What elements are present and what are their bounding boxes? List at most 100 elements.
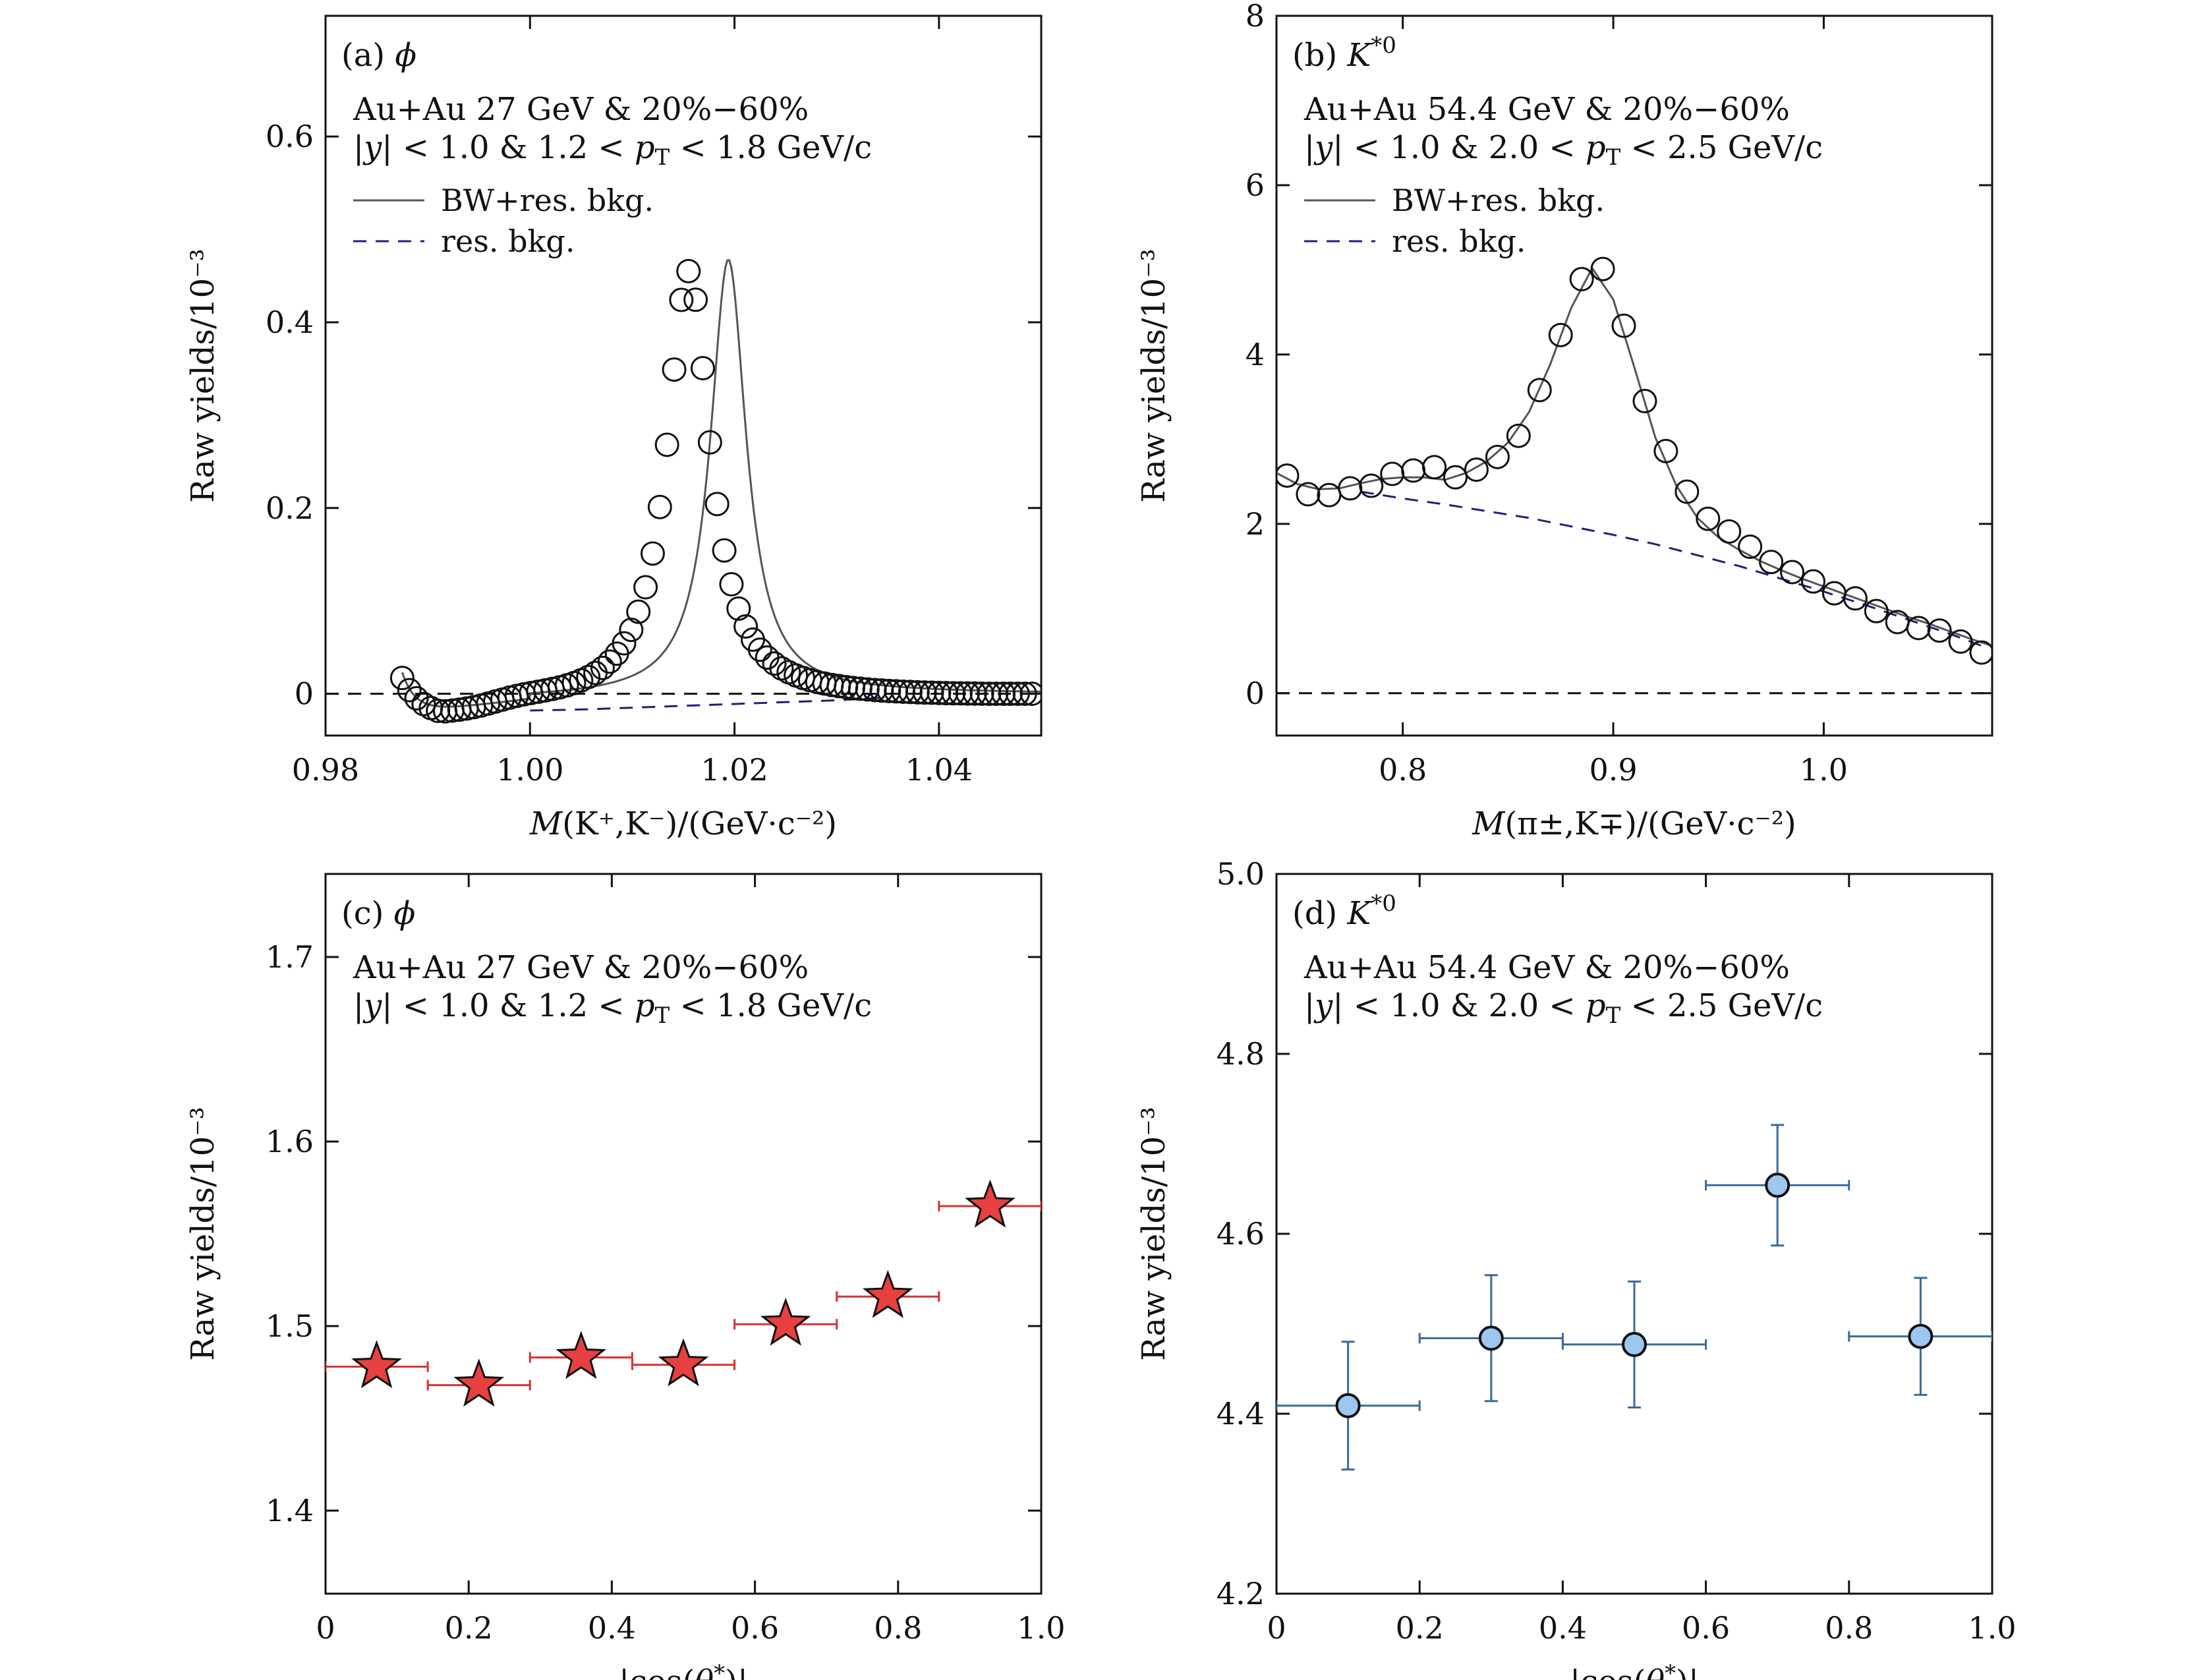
data-point [597, 649, 622, 674]
x-tick-label: 0.8 [1825, 1610, 1873, 1646]
legend-label: res. bkg. [1392, 223, 1526, 259]
y-tick-label: 4.8 [1217, 1036, 1265, 1072]
data-point [697, 430, 722, 455]
data-point [1717, 519, 1742, 544]
y-tick-label: 4.4 [1217, 1396, 1265, 1432]
data-point [590, 655, 615, 680]
data-point [719, 571, 744, 596]
data-point [733, 614, 759, 639]
plot-area [1276, 1124, 1992, 1471]
data-point [1948, 629, 1973, 654]
data-point [1296, 482, 1321, 507]
plot-area [326, 258, 1041, 724]
x-axis-title: |cos(θ*)| [1570, 1660, 1699, 1680]
annotation-line-2: |y| < 1.0 & 1.2 < pT < 1.8 GeV/c [353, 129, 872, 171]
x-tick-label: 1.0 [1968, 1610, 2016, 1646]
data-point [1478, 1325, 1504, 1351]
x-tick-label: 0.8 [1379, 752, 1427, 788]
data-point [690, 356, 715, 381]
data-point-star [351, 1340, 402, 1389]
data-point [583, 660, 608, 685]
data-point [404, 685, 429, 710]
x-tick-label: 0.8 [874, 1610, 922, 1646]
data-point [1443, 465, 1468, 490]
data-point [712, 538, 737, 563]
y-tick-label: 5.0 [1217, 856, 1265, 892]
data-point [1380, 461, 1405, 486]
data-point [662, 357, 687, 382]
fit-curve [401, 259, 1041, 708]
y-tick-label: 0.4 [266, 304, 314, 340]
x-tick-label: 0 [1267, 1610, 1286, 1646]
y-tick-label: 4 [1246, 337, 1265, 372]
annotation-line-1: Au+Au 27 GeV & 20%−60% [353, 91, 809, 128]
data-point [1611, 313, 1636, 338]
plot-area [326, 1179, 1041, 1407]
data-point [1317, 482, 1342, 507]
x-tick-label: 0 [316, 1610, 335, 1646]
panel-a: 0.98 1.00 1.02 1.04 0 0.2 0.4 0.6 M(K⁺,K⁻)/(GeV·… [185, 14, 1043, 842]
data-point [1801, 569, 1825, 594]
data-point [1464, 457, 1489, 482]
annotation-line-2: |y| < 1.0 & 2.0 < pT < 2.5 GeV/c [1304, 129, 1823, 171]
y-tick-label: 0.6 [266, 119, 314, 154]
panel-label: (c) ϕ [341, 895, 415, 932]
data-point [389, 666, 415, 691]
y-tick-label: 4.6 [1217, 1216, 1265, 1252]
data-point [1765, 1173, 1790, 1198]
x-tick-label: 1.04 [905, 752, 973, 788]
data-point [1335, 1393, 1361, 1418]
annotation-line-2: |y| < 1.0 & 1.2 < pT < 1.8 GeV/c [353, 987, 872, 1029]
y-axis-title: Raw yields/10⁻³ [1135, 1107, 1172, 1361]
data-point [1590, 256, 1615, 281]
data-point [1843, 586, 1868, 611]
data-point [1759, 550, 1784, 575]
data-point-star [965, 1179, 1016, 1228]
data-point [1422, 455, 1447, 480]
data-point-star [760, 1297, 811, 1346]
legend-label: res. bkg. [441, 223, 575, 259]
y-tick-label: 6 [1246, 167, 1265, 203]
data-point [397, 678, 422, 703]
fit-curve [1276, 266, 1992, 647]
data-point [633, 575, 658, 600]
data-point [1696, 506, 1721, 531]
data-point [654, 432, 679, 457]
panel-label: (d) K*0 [1292, 890, 1396, 932]
plot-area [1276, 256, 1992, 695]
data-point [1401, 458, 1426, 483]
panel-label: (a) ϕ [341, 37, 416, 74]
x-tick-label: 1.02 [701, 752, 768, 788]
data-point [1632, 389, 1657, 414]
annotation-line-2: |y| < 1.0 & 2.0 < pT < 2.5 GeV/c [1304, 987, 1823, 1029]
data-point [1780, 560, 1805, 585]
x-axis-title: M(K⁺,K⁻)/(GeV·c⁻²) [529, 805, 837, 842]
data-point [640, 541, 665, 566]
panel-d: 0 0.2 0.4 0.6 0.8 1.0 4.2 4.4 4.6 4.8 5.0 |cos(θ*)|… [1135, 856, 2017, 1680]
data-point [1622, 1331, 1647, 1357]
data-point [1019, 681, 1041, 707]
data-point [576, 664, 601, 689]
y-tick-label: 0 [295, 676, 314, 712]
panel-b: 0.8 0.9 1.0 0 2 4 6 8 M(π±,K∓)/(GeV·c⁻²) Raw yiel… [1135, 0, 1993, 842]
data-point [669, 287, 694, 312]
data-point [647, 494, 672, 519]
legend-label: BW+res. bkg. [1392, 183, 1605, 218]
x-tick-label: 1.00 [496, 752, 563, 788]
plot-frame [324, 873, 1043, 1595]
data-point [747, 637, 772, 662]
data-point [1359, 473, 1384, 498]
data-point [411, 691, 436, 716]
y-tick-label: 1.5 [266, 1308, 314, 1344]
y-tick-label: 0.2 [266, 490, 314, 526]
data-point [1548, 322, 1573, 347]
y-tick-label: 1.7 [266, 939, 314, 975]
x-axis-title: M(π±,K∓)/(GeV·c⁻²) [1472, 805, 1796, 842]
data-point-star [556, 1331, 607, 1379]
data-point [1506, 423, 1531, 448]
data-point [791, 666, 816, 691]
data-point [1653, 438, 1678, 463]
data-point [726, 596, 751, 621]
data-point [1338, 476, 1363, 501]
data-point-star [658, 1338, 709, 1387]
